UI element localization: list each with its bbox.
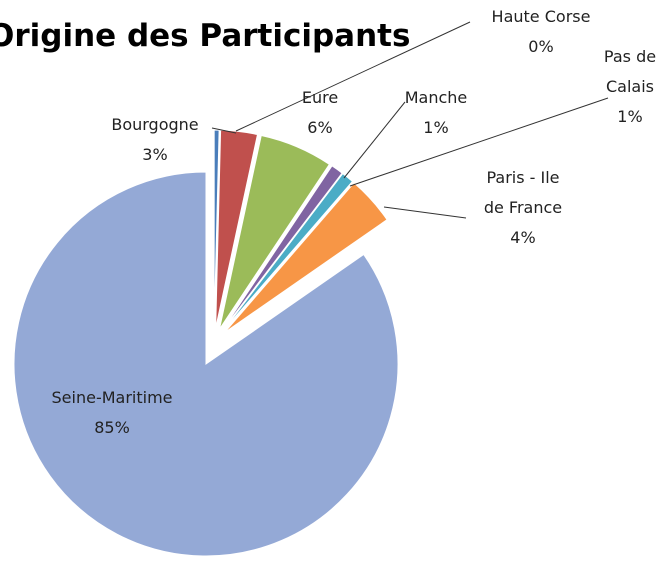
- slice-label: Seine-Maritime: [51, 388, 173, 407]
- slice-value: 1%: [423, 118, 449, 137]
- pie-slice: [13, 171, 399, 557]
- slice-value: 6%: [307, 118, 333, 137]
- slice-value: 4%: [510, 228, 536, 247]
- leader-line: [349, 97, 609, 187]
- leader-line: [211, 127, 237, 134]
- slice-label: Paris - Ile de France: [483, 168, 563, 217]
- slice-value: 1%: [617, 107, 643, 126]
- pie-slice: [221, 165, 343, 331]
- slice-label: Eure: [301, 88, 339, 107]
- pie-slice: [222, 172, 354, 332]
- slice-label: Haute Corse: [491, 7, 591, 26]
- pie-slice: [213, 129, 220, 329]
- chart-title: Origine des Participants: [0, 18, 411, 54]
- slice-label: Manche: [404, 88, 468, 107]
- pie-slice: [218, 134, 331, 330]
- leader-line: [343, 101, 406, 179]
- slice-value: 0%: [528, 37, 554, 56]
- slice-label: Bourgogne: [111, 115, 199, 134]
- slice-value: 3%: [142, 145, 168, 164]
- slice-value: 85%: [94, 418, 130, 437]
- leader-line: [383, 206, 467, 219]
- leader-line: [235, 21, 471, 132]
- pie-slice: [224, 182, 388, 334]
- slice-label: Pas de Calais: [603, 47, 657, 96]
